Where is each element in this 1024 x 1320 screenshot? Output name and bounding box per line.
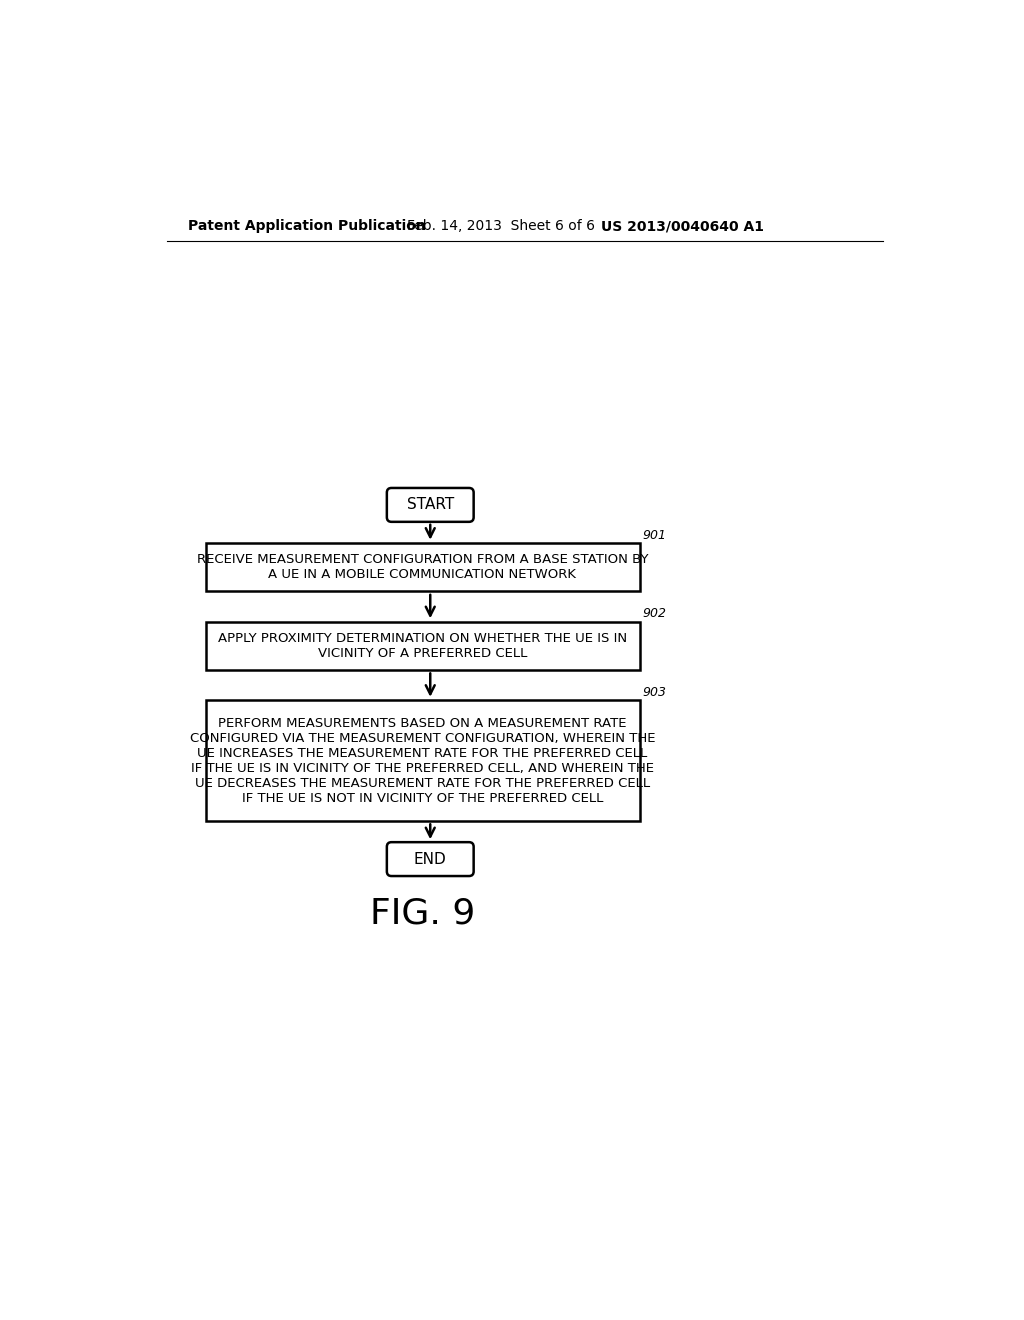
Text: Feb. 14, 2013  Sheet 6 of 6: Feb. 14, 2013 Sheet 6 of 6 <box>407 219 595 234</box>
FancyBboxPatch shape <box>387 842 474 876</box>
FancyBboxPatch shape <box>206 622 640 669</box>
Text: 901: 901 <box>643 529 667 543</box>
Text: Patent Application Publication: Patent Application Publication <box>188 219 426 234</box>
Text: PERFORM MEASUREMENTS BASED ON A MEASUREMENT RATE
CONFIGURED VIA THE MEASUREMENT : PERFORM MEASUREMENTS BASED ON A MEASUREM… <box>189 717 655 805</box>
FancyBboxPatch shape <box>387 488 474 521</box>
Text: END: END <box>414 851 446 867</box>
Text: START: START <box>407 498 454 512</box>
FancyBboxPatch shape <box>206 544 640 591</box>
FancyBboxPatch shape <box>206 701 640 821</box>
Text: 903: 903 <box>643 686 667 700</box>
Text: FIG. 9: FIG. 9 <box>370 896 475 931</box>
Text: 902: 902 <box>643 607 667 620</box>
Text: RECEIVE MEASUREMENT CONFIGURATION FROM A BASE STATION BY
A UE IN A MOBILE COMMUN: RECEIVE MEASUREMENT CONFIGURATION FROM A… <box>197 553 648 581</box>
Text: US 2013/0040640 A1: US 2013/0040640 A1 <box>601 219 764 234</box>
Text: APPLY PROXIMITY DETERMINATION ON WHETHER THE UE IS IN
VICINITY OF A PREFERRED CE: APPLY PROXIMITY DETERMINATION ON WHETHER… <box>218 632 627 660</box>
